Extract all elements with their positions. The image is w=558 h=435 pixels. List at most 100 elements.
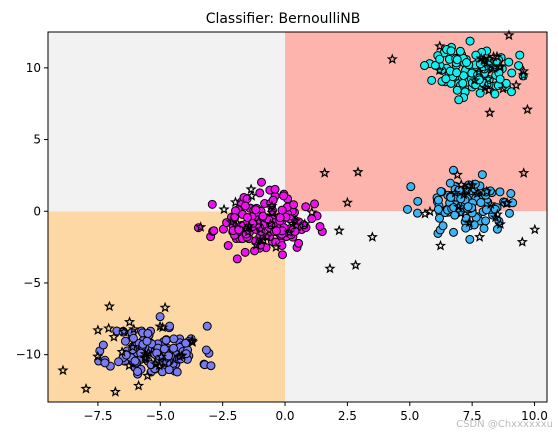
train-point — [98, 340, 108, 350]
train-point — [232, 254, 242, 264]
decision-region-3 — [285, 211, 547, 402]
test-point-star — [116, 346, 128, 357]
train-point — [142, 336, 152, 346]
test-point-star — [489, 211, 502, 223]
test-point-star — [195, 221, 207, 232]
test-point-star — [142, 369, 154, 381]
test-point-star — [494, 61, 506, 72]
test-point-star — [128, 323, 140, 335]
train-point — [315, 221, 325, 231]
train-point — [209, 226, 219, 236]
train-point — [277, 250, 287, 260]
train-point — [427, 75, 437, 85]
train-point — [454, 95, 464, 105]
train-point — [476, 198, 486, 208]
test-point-star — [452, 200, 465, 212]
test-point-star — [494, 60, 506, 72]
test-point-star — [103, 322, 115, 334]
test-point-star — [174, 350, 186, 362]
test-point-star — [366, 231, 378, 242]
test-point-star — [419, 208, 431, 219]
train-point — [461, 223, 471, 233]
chart-title: Classifier: BernoulliNB — [206, 11, 361, 27]
decision-region-1 — [285, 32, 547, 212]
train-point — [159, 344, 169, 354]
test-point-star — [133, 379, 145, 391]
train-point — [465, 36, 475, 46]
decision-regions — [48, 32, 547, 402]
test-point-star — [487, 50, 500, 62]
train-point — [445, 178, 455, 188]
y-tick-label: 0 — [33, 204, 41, 218]
test-point-star — [386, 53, 398, 65]
train-point — [441, 74, 451, 84]
train-point — [133, 366, 143, 376]
train-point — [433, 195, 443, 205]
train-point — [202, 321, 212, 331]
test-point-star — [270, 241, 282, 252]
train-point — [223, 241, 233, 251]
train-point — [172, 367, 182, 377]
train-point — [463, 202, 473, 212]
train-point — [481, 216, 491, 226]
test-point-star — [264, 218, 276, 229]
train-point — [413, 208, 423, 218]
test-point-star — [123, 359, 135, 371]
test-point-star — [283, 226, 295, 238]
train-point — [514, 61, 524, 71]
test-point-star — [319, 167, 331, 178]
test-point-star — [469, 74, 481, 86]
train-point — [301, 202, 311, 212]
test-point-star — [139, 352, 151, 364]
axes-frame — [47, 31, 548, 403]
test-point-star — [57, 364, 69, 376]
train-point — [310, 199, 320, 209]
test-point-star — [488, 62, 500, 73]
test-point-star — [257, 234, 270, 245]
test-point-star — [481, 61, 494, 73]
test-point-star — [225, 216, 237, 227]
test-point-star — [92, 350, 104, 362]
train-point — [279, 191, 289, 201]
test-point-star — [255, 223, 267, 235]
train-point — [294, 238, 304, 248]
test-point-star — [521, 103, 534, 115]
train-point — [201, 345, 211, 355]
x-tick-label: −2.5 — [208, 409, 237, 423]
train-point — [495, 187, 505, 197]
test-point-star — [517, 69, 529, 81]
train-point — [474, 75, 484, 85]
test-point-star — [155, 350, 167, 362]
test-point-star — [484, 106, 496, 118]
test-point-star — [333, 224, 345, 236]
test-point-star — [299, 218, 311, 229]
test-point-star — [306, 206, 318, 218]
y-tick-label: 10 — [26, 61, 41, 75]
train-point — [494, 216, 504, 226]
test-point-star — [108, 331, 120, 342]
train-point — [240, 201, 250, 211]
train-point — [455, 46, 465, 56]
train-point — [477, 170, 487, 180]
test-point-star — [186, 334, 198, 346]
train-point — [169, 343, 179, 353]
train-point — [251, 205, 261, 215]
x-tick-label: 2.5 — [338, 409, 357, 423]
train-point — [515, 50, 525, 60]
test-point-star — [289, 215, 301, 226]
test-point-star — [290, 219, 303, 231]
test-point-star — [463, 180, 475, 191]
test-point-star — [485, 198, 497, 209]
train-point — [506, 189, 516, 199]
test-point-star — [516, 236, 528, 247]
test-point-star — [451, 168, 464, 180]
test-point-star — [491, 208, 503, 220]
train-point — [275, 213, 285, 223]
test-point-star — [92, 324, 104, 336]
train-point — [406, 182, 416, 192]
train-point — [240, 247, 250, 257]
train-point — [258, 211, 268, 221]
train-point — [206, 361, 216, 371]
test-point-star — [231, 217, 244, 229]
test-point-star — [154, 320, 166, 332]
